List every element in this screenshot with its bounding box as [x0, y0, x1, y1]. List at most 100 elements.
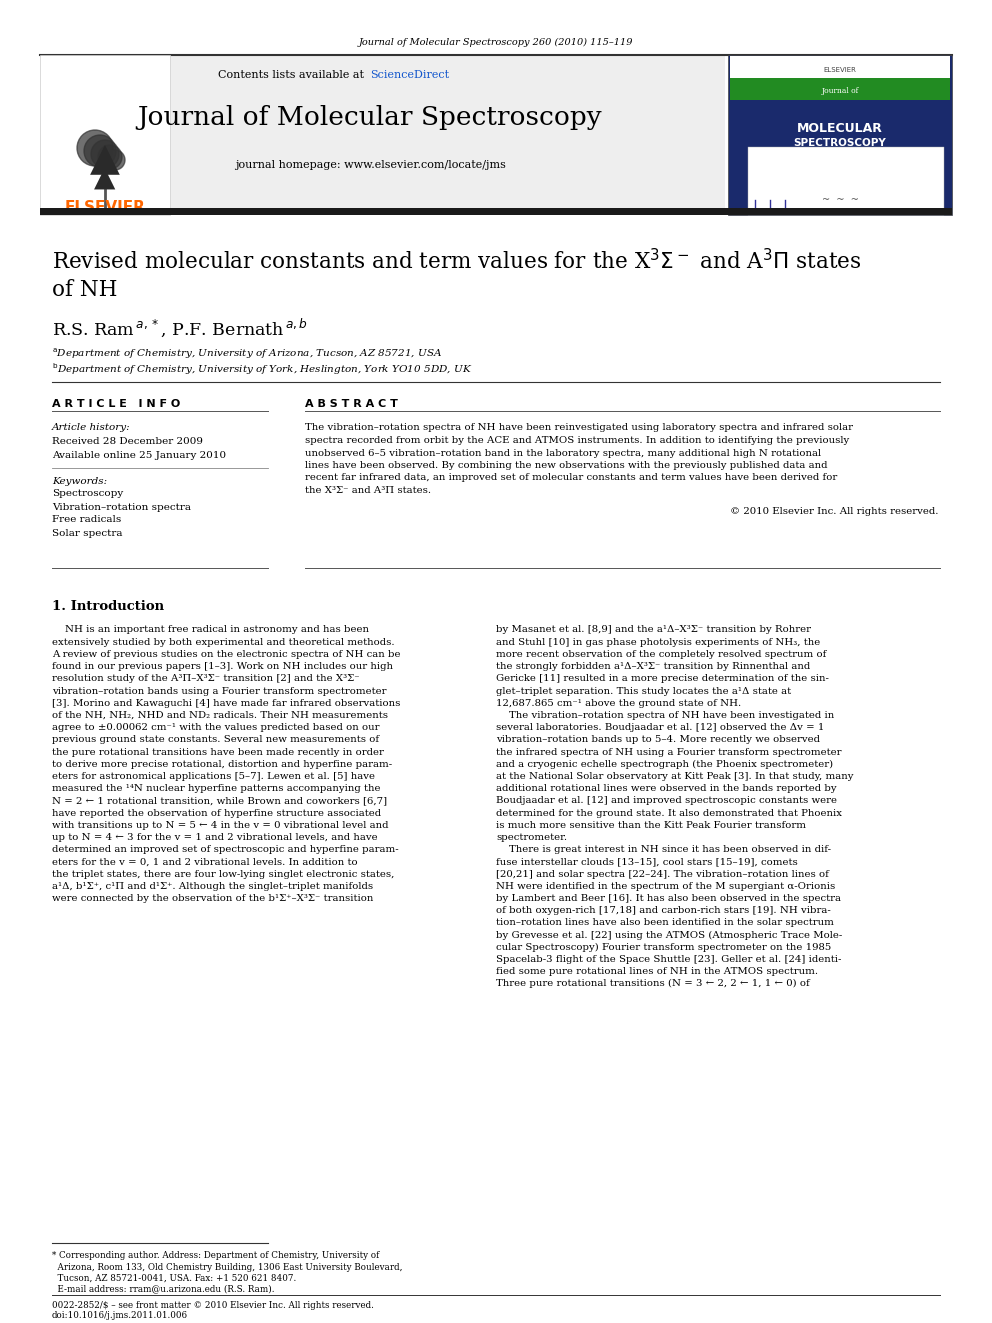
Text: vibration–rotation bands up to 5–4. More recently we observed: vibration–rotation bands up to 5–4. More…: [496, 736, 820, 745]
Text: ScienceDirect: ScienceDirect: [370, 70, 449, 79]
Text: journal homepage: www.elsevier.com/locate/jms: journal homepage: www.elsevier.com/locat…: [234, 160, 506, 169]
Text: at the National Solar observatory at Kitt Peak [3]. In that study, many: at the National Solar observatory at Kit…: [496, 771, 853, 781]
Text: tion–rotation lines have also been identified in the solar spectrum: tion–rotation lines have also been ident…: [496, 918, 834, 927]
Text: Journal of: Journal of: [821, 87, 859, 95]
Bar: [730, 56, 950, 78]
Text: the pure rotational transitions have been made recently in order: the pure rotational transitions have bee…: [52, 747, 384, 757]
Circle shape: [77, 130, 113, 165]
Text: have reported the observation of hyperfine structure associated: have reported the observation of hyperfi…: [52, 808, 381, 818]
Text: agree to ±0.00062 cm⁻¹ with the values predicted based on our: agree to ±0.00062 cm⁻¹ with the values p…: [52, 724, 380, 732]
Text: were connected by the observation of the b¹Σ⁺–X³Σ⁻ transition: were connected by the observation of the…: [52, 894, 373, 902]
Text: © 2010 Elsevier Inc. All rights reserved.: © 2010 Elsevier Inc. All rights reserved…: [729, 507, 938, 516]
Text: Three pure rotational transitions (N = 3 ← 2, 2 ← 1, 1 ← 0) of: Three pure rotational transitions (N = 3…: [496, 979, 809, 988]
Text: lines have been observed. By combining the new observations with the previously : lines have been observed. By combining t…: [305, 460, 827, 470]
Text: 0022-2852/$ – see front matter © 2010 Elsevier Inc. All rights reserved.: 0022-2852/$ – see front matter © 2010 El…: [52, 1302, 374, 1311]
Text: There is great interest in NH since it has been observed in dif-: There is great interest in NH since it h…: [496, 845, 831, 855]
Text: E-mail address: rram@u.arizona.edu (R.S. Ram).: E-mail address: rram@u.arizona.edu (R.S.…: [52, 1285, 275, 1294]
Text: measured the ¹⁴N nuclear hyperfine patterns accompanying the: measured the ¹⁴N nuclear hyperfine patte…: [52, 785, 381, 792]
Text: fuse interstellar clouds [13–15], cool stars [15–19], comets: fuse interstellar clouds [13–15], cool s…: [496, 857, 798, 867]
Text: of NH: of NH: [52, 279, 117, 302]
Bar: [730, 78, 950, 101]
Text: and a cryogenic echelle spectrograph (the Phoenix spectrometer): and a cryogenic echelle spectrograph (th…: [496, 759, 833, 769]
Circle shape: [105, 149, 125, 169]
Text: Article history:: Article history:: [52, 423, 131, 433]
Text: Tucson, AZ 85721-0041, USA. Fax: +1 520 621 8407.: Tucson, AZ 85721-0041, USA. Fax: +1 520 …: [52, 1274, 297, 1282]
Text: recent far infrared data, an improved set of molecular constants and term values: recent far infrared data, an improved se…: [305, 474, 837, 483]
Text: doi:10.1016/j.jms.2011.01.006: doi:10.1016/j.jms.2011.01.006: [52, 1311, 188, 1320]
Text: to derive more precise rotational, distortion and hyperfine param-: to derive more precise rotational, disto…: [52, 759, 392, 769]
Text: resolution study of the A³Π–X³Σ⁻ transition [2] and the X³Σ⁻: resolution study of the A³Π–X³Σ⁻ transit…: [52, 675, 360, 683]
Circle shape: [98, 146, 122, 169]
Text: A review of previous studies on the electronic spectra of NH can be: A review of previous studies on the elec…: [52, 650, 401, 659]
Text: [3]. Morino and Kawaguchi [4] have made far infrared observations: [3]. Morino and Kawaguchi [4] have made …: [52, 699, 401, 708]
Text: Gericke [11] resulted in a more precise determination of the sin-: Gericke [11] resulted in a more precise …: [496, 675, 829, 683]
Text: spectrometer.: spectrometer.: [496, 833, 567, 841]
Text: Arizona, Room 133, Old Chemistry Building, 1306 East University Boulevard,: Arizona, Room 133, Old Chemistry Buildin…: [52, 1262, 403, 1271]
Text: Keywords:: Keywords:: [52, 476, 107, 486]
Text: Boudjaadar et al. [12] and improved spectroscopic constants were: Boudjaadar et al. [12] and improved spec…: [496, 796, 837, 806]
Bar: [40, 208, 952, 216]
Text: spectra recorded from orbit by the ACE and ATMOS instruments. In addition to ide: spectra recorded from orbit by the ACE a…: [305, 437, 849, 445]
Text: up to N = 4 ← 3 for the v = 1 and 2 vibrational levels, and have: up to N = 4 ← 3 for the v = 1 and 2 vibr…: [52, 833, 378, 841]
Text: Journal of Molecular Spectroscopy 260 (2010) 115–119: Journal of Molecular Spectroscopy 260 (2…: [359, 37, 633, 46]
Circle shape: [91, 140, 119, 168]
Text: is much more sensitive than the Kitt Peak Fourier transform: is much more sensitive than the Kitt Pea…: [496, 820, 806, 830]
Text: vibration–rotation bands using a Fourier transform spectrometer: vibration–rotation bands using a Fourier…: [52, 687, 387, 696]
Text: the X³Σ⁻ and A³Π states.: the X³Σ⁻ and A³Π states.: [305, 486, 432, 495]
Text: determined an improved set of spectroscopic and hyperfine param-: determined an improved set of spectrosco…: [52, 845, 399, 855]
Text: with transitions up to N = 5 ← 4 in the v = 0 vibrational level and: with transitions up to N = 5 ← 4 in the …: [52, 820, 389, 830]
Text: previous ground state constants. Several new measurements of: previous ground state constants. Several…: [52, 736, 379, 745]
Text: additional rotational lines were observed in the bands reported by: additional rotational lines were observe…: [496, 785, 836, 792]
Text: glet–triplet separation. This study locates the a¹Δ state at: glet–triplet separation. This study loca…: [496, 687, 792, 696]
Text: eters for the v = 0, 1 and 2 vibrational levels. In addition to: eters for the v = 0, 1 and 2 vibrational…: [52, 857, 358, 867]
Text: more recent observation of the completely resolved spectrum of: more recent observation of the completel…: [496, 650, 826, 659]
Text: A R T I C L E   I N F O: A R T I C L E I N F O: [52, 400, 181, 409]
Bar: [728, 56, 952, 216]
Text: found in our previous papers [1–3]. Work on NH includes our high: found in our previous papers [1–3]. Work…: [52, 662, 393, 671]
Text: by Masanet et al. [8,9] and the a¹Δ–X³Σ⁻ transition by Rohrer: by Masanet et al. [8,9] and the a¹Δ–X³Σ⁻…: [496, 626, 811, 635]
Text: The vibration–rotation spectra of NH have been reinvestigated using laboratory s: The vibration–rotation spectra of NH hav…: [305, 423, 853, 433]
Text: fied some pure rotational lines of NH in the ATMOS spectrum.: fied some pure rotational lines of NH in…: [496, 967, 818, 976]
Text: ▲: ▲: [94, 164, 116, 192]
Text: Available online 25 January 2010: Available online 25 January 2010: [52, 451, 226, 459]
Text: the infrared spectra of NH using a Fourier transform spectrometer: the infrared spectra of NH using a Fouri…: [496, 747, 841, 757]
Text: several laboratories. Boudjaadar et al. [12] observed the Δv = 1: several laboratories. Boudjaadar et al. …: [496, 724, 824, 732]
Bar: [40, 56, 170, 216]
Text: cular Spectroscopy) Fourier transform spectrometer on the 1985: cular Spectroscopy) Fourier transform sp…: [496, 943, 831, 951]
Text: unobserved 6–5 vibration–rotation band in the laboratory spectra, many additiona: unobserved 6–5 vibration–rotation band i…: [305, 448, 821, 458]
Text: a¹Δ, b¹Σ⁺, c¹Π and d¹Σ⁺. Although the singlet–triplet manifolds: a¹Δ, b¹Σ⁺, c¹Π and d¹Σ⁺. Although the si…: [52, 881, 373, 890]
Text: ~  ~  ~: ~ ~ ~: [821, 194, 858, 205]
Text: 12,687.865 cm⁻¹ above the ground state of NH.: 12,687.865 cm⁻¹ above the ground state o…: [496, 699, 741, 708]
Text: A B S T R A C T: A B S T R A C T: [305, 400, 398, 409]
Text: R.S. Ram$^{\,a,*}$, P.F. Bernath$^{\,a,b}$: R.S. Ram$^{\,a,*}$, P.F. Bernath$^{\,a,b…: [52, 316, 309, 339]
Text: Journal of Molecular Spectroscopy: Journal of Molecular Spectroscopy: [138, 106, 602, 131]
Text: Vibration–rotation spectra: Vibration–rotation spectra: [52, 503, 191, 512]
Text: $^{\rm b}$Department of Chemistry, University of York, Heslington, York YO10 5DD: $^{\rm b}$Department of Chemistry, Unive…: [52, 361, 472, 377]
Text: the triplet states, there are four low-lying singlet electronic states,: the triplet states, there are four low-l…: [52, 869, 395, 878]
Text: Received 28 December 2009: Received 28 December 2009: [52, 438, 203, 446]
Text: N = 2 ← 1 rotational transition, while Brown and coworkers [6,7]: N = 2 ← 1 rotational transition, while B…: [52, 796, 387, 806]
Text: ▲: ▲: [90, 139, 120, 177]
Circle shape: [84, 135, 116, 167]
Text: Contents lists available at: Contents lists available at: [218, 70, 368, 79]
Text: the strongly forbidden a¹Δ–X³Σ⁻ transition by Rinnenthal and: the strongly forbidden a¹Δ–X³Σ⁻ transiti…: [496, 662, 810, 671]
Text: extensively studied by both experimental and theoretical methods.: extensively studied by both experimental…: [52, 638, 395, 647]
Text: The vibration–rotation spectra of NH have been investigated in: The vibration–rotation spectra of NH hav…: [496, 710, 834, 720]
Text: ELSEVIER: ELSEVIER: [823, 67, 856, 73]
Text: SPECTROSCOPY: SPECTROSCOPY: [794, 138, 887, 148]
Text: ELSEVIER: ELSEVIER: [64, 200, 146, 214]
Text: of both oxygen-rich [17,18] and carbon-rich stars [19]. NH vibra-: of both oxygen-rich [17,18] and carbon-r…: [496, 906, 830, 916]
Text: 1. Introduction: 1. Introduction: [52, 599, 164, 613]
Text: NH is an important free radical in astronomy and has been: NH is an important free radical in astro…: [52, 626, 369, 635]
Text: by Lambert and Beer [16]. It has also been observed in the spectra: by Lambert and Beer [16]. It has also be…: [496, 894, 841, 902]
Text: Spectroscopy: Spectroscopy: [52, 490, 123, 499]
Text: of the NH, NH₂, NHD and ND₂ radicals. Their NH measurements: of the NH, NH₂, NHD and ND₂ radicals. Th…: [52, 710, 388, 720]
Text: eters for astronomical applications [5–7]. Lewen et al. [5] have: eters for astronomical applications [5–7…: [52, 771, 375, 781]
Bar: [170, 56, 725, 216]
Text: Spacelab-3 flight of the Space Shuttle [23]. Geller et al. [24] identi-: Spacelab-3 flight of the Space Shuttle […: [496, 955, 841, 964]
Text: MOLECULAR: MOLECULAR: [797, 122, 883, 135]
Text: by Grevesse et al. [22] using the ATMOS (Atmospheric Trace Mole-: by Grevesse et al. [22] using the ATMOS …: [496, 930, 842, 939]
Text: Revised molecular constants and term values for the X$^3\Sigma^-$ and A$^3\Pi$ s: Revised molecular constants and term val…: [52, 250, 861, 275]
Text: Solar spectra: Solar spectra: [52, 528, 122, 537]
Text: $^{\rm a}$Department of Chemistry, University of Arizona, Tucson, AZ 85721, USA: $^{\rm a}$Department of Chemistry, Unive…: [52, 347, 442, 361]
